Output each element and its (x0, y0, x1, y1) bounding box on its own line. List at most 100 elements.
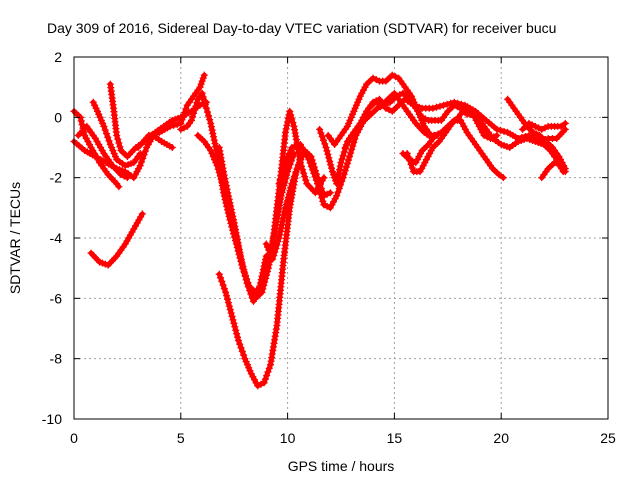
data-point (250, 376, 258, 384)
data-point (207, 147, 215, 155)
data-point (418, 113, 426, 121)
data-point (115, 183, 123, 191)
data-point (461, 125, 469, 133)
x-tick-label: 5 (177, 430, 185, 446)
data-point (294, 162, 302, 170)
data-point (214, 165, 222, 173)
data-point (358, 89, 366, 97)
data-point (246, 286, 254, 294)
data-point (333, 176, 341, 184)
data-point (189, 113, 197, 121)
data-point (141, 147, 149, 155)
data-point (344, 156, 352, 164)
data-point (330, 198, 338, 206)
data-point (369, 74, 377, 82)
data-point (469, 110, 477, 118)
data-point (440, 101, 448, 109)
data-point (166, 122, 174, 130)
data-point (300, 169, 308, 177)
data-point (320, 174, 328, 182)
data-point (225, 302, 233, 310)
tick-layer: 0 5 10 15 20 25 -10 -8 -6 -4 -2 0 2 (42, 49, 616, 446)
data-point (372, 97, 380, 105)
data-point (278, 169, 286, 177)
data-point (356, 92, 364, 100)
data-point (316, 187, 324, 195)
data-point (260, 379, 268, 387)
y-axis-label: SDTVAR / TECUs (7, 182, 23, 294)
x-tick-label: 0 (70, 430, 78, 446)
data-point (229, 316, 237, 324)
data-point (274, 238, 282, 246)
data-point (495, 171, 503, 179)
data-point (561, 168, 569, 176)
data-point (324, 150, 332, 158)
data-point (101, 126, 109, 134)
data-point (192, 102, 200, 110)
data-point (234, 333, 242, 341)
data-point (178, 116, 186, 124)
data-point (209, 129, 217, 137)
data-point (261, 375, 269, 383)
data-point (341, 167, 349, 175)
data-point (479, 128, 487, 136)
data-point (279, 217, 287, 225)
data-point (106, 140, 114, 148)
data-point (408, 164, 416, 172)
series-arc-3 (74, 122, 131, 182)
data-point (421, 115, 429, 123)
x-tick-label: 15 (387, 430, 403, 446)
data-point (373, 104, 381, 112)
data-point (198, 77, 206, 85)
data-point (252, 291, 260, 299)
data-point (212, 159, 220, 167)
data-point (525, 119, 533, 127)
data-point (339, 152, 347, 160)
series-layer (70, 71, 569, 390)
data-point (104, 133, 112, 141)
data-point (328, 168, 336, 176)
x-tick-label: 10 (280, 430, 296, 446)
data-point (541, 124, 549, 132)
data-point (263, 372, 271, 380)
data-point (317, 129, 325, 137)
data-point (177, 119, 185, 127)
data-point (240, 266, 248, 274)
data-point (257, 380, 265, 388)
data-point (173, 120, 181, 128)
data-point (346, 153, 354, 161)
data-point (344, 137, 352, 145)
data-point (328, 164, 336, 172)
data-point (229, 212, 237, 220)
data-point (406, 157, 414, 165)
data-point (429, 104, 437, 112)
data-point (276, 227, 284, 235)
data-point (424, 153, 432, 161)
data-point (417, 150, 425, 158)
x-tick-label: 20 (493, 430, 509, 446)
data-point (350, 138, 358, 146)
data-point (343, 122, 351, 130)
data-point (453, 103, 461, 111)
data-point (139, 154, 147, 162)
series-arc-16 (341, 89, 567, 176)
data-point (307, 162, 315, 170)
data-point (311, 173, 319, 181)
data-point (202, 104, 210, 112)
data-point (369, 98, 377, 106)
data-point (283, 121, 291, 129)
data-point (282, 125, 290, 133)
data-point (270, 252, 278, 260)
data-point (82, 134, 90, 142)
data-point (211, 139, 219, 147)
data-point (529, 128, 537, 136)
data-point (323, 202, 331, 210)
data-point (227, 202, 235, 210)
data-point (359, 86, 367, 94)
data-point (320, 201, 328, 209)
data-point (281, 207, 289, 215)
data-point (471, 113, 478, 121)
data-point (225, 192, 233, 200)
data-point (96, 113, 104, 121)
data-point (328, 201, 336, 209)
